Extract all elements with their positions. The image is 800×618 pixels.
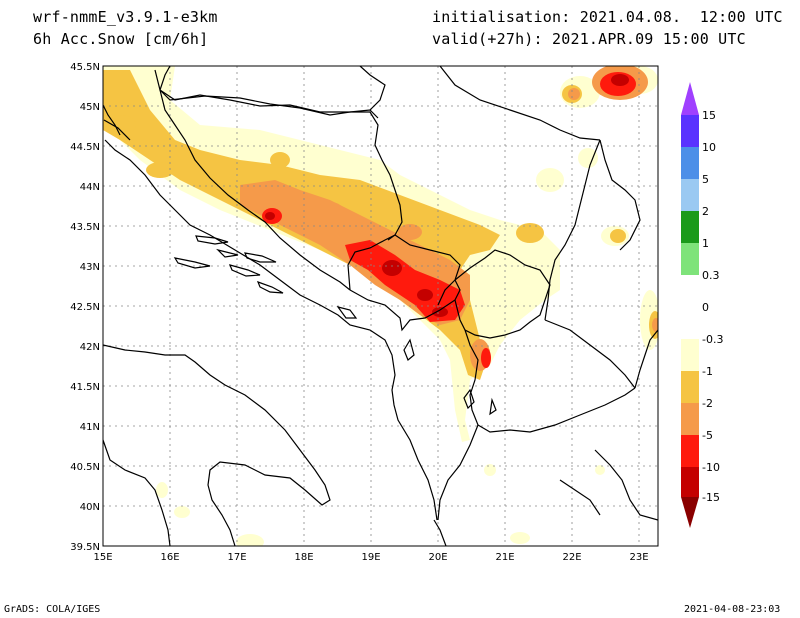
colorbar-label: -1 <box>702 365 713 378</box>
lon-label: 22E <box>562 552 581 563</box>
lat-label: 45N <box>80 102 100 113</box>
lon-label: 15E <box>93 552 112 563</box>
colorbar-swatch <box>681 147 699 179</box>
lon-label: 21E <box>495 552 514 563</box>
colorbar-label: 15 <box>702 109 716 122</box>
colorbar-label: 2 <box>702 205 709 218</box>
lat-labels: 45.5N 45N 44.5N 44N 43.5N 43N 42.5N 42N … <box>70 62 100 553</box>
colorbar-swatch <box>681 339 699 371</box>
lat-label: 42N <box>80 342 100 353</box>
lat-label: 44N <box>80 182 100 193</box>
lat-label: 43.5N <box>70 222 100 233</box>
lon-label: 20E <box>428 552 447 563</box>
colorbar-swatch <box>681 403 699 435</box>
colorbar-labels: 15 10 5 2 1 0.3 0 -0.3 -1 -2 -5 -10 -15 <box>702 109 723 504</box>
lat-label: 45.5N <box>70 62 100 73</box>
country-borders <box>154 66 658 521</box>
lat-label: 39.5N <box>70 542 100 553</box>
lat-label: 41.5N <box>70 382 100 393</box>
lat-label: 44.5N <box>70 142 100 153</box>
map-grid <box>103 66 658 546</box>
footer-timestamp: 2021-04-08-23:03 <box>684 604 781 615</box>
lat-label: 43N <box>80 262 100 273</box>
lon-labels: 15E 16E 17E 18E 19E 20E 21E 22E 23E <box>93 552 648 563</box>
snow-darkred-layer <box>265 74 629 317</box>
colorbar: 15 10 5 2 1 0.3 0 -0.3 -1 -2 -5 -10 -15 <box>681 82 723 528</box>
colorbar-swatch <box>681 467 699 497</box>
footer-credit: GrADS: COLA/IGES <box>4 604 101 615</box>
colorbar-top-arrow <box>681 82 699 115</box>
colorbar-swatch <box>681 435 699 467</box>
colorbar-swatch <box>681 371 699 403</box>
init-time: initialisation: 2021.04.08. 12:00 UTC <box>432 8 783 26</box>
colorbar-label: -2 <box>702 397 713 410</box>
colorbar-label: 0.3 <box>702 269 720 282</box>
colorbar-swatch <box>681 179 699 211</box>
colorbar-label: -10 <box>702 461 720 474</box>
lon-label: 18E <box>294 552 313 563</box>
colorbar-label: -15 <box>702 491 720 504</box>
valid-time: valid(+27h): 2021.APR.09 15:00 UTC <box>432 30 746 48</box>
field-title: 6h Acc.Snow [cm/6h] <box>33 30 209 48</box>
model-title: wrf-nmmE_v3.9.1-e3km <box>33 8 218 26</box>
map-area <box>103 66 658 546</box>
colorbar-swatch <box>681 275 699 339</box>
colorbar-swatch <box>681 115 699 147</box>
colorbar-bottom-arrow <box>681 497 699 528</box>
colorbar-label: -5 <box>702 429 713 442</box>
colorbar-swatch <box>681 211 699 243</box>
colorbar-label: 1 <box>702 237 709 250</box>
colorbar-label: -0.3 <box>702 333 723 346</box>
lon-label: 17E <box>227 552 246 563</box>
coastlines <box>103 104 447 546</box>
map-frame <box>102 65 659 547</box>
lon-label: 16E <box>160 552 179 563</box>
lon-label: 19E <box>361 552 380 563</box>
colorbar-label: 10 <box>702 141 716 154</box>
colorbar-swatch <box>681 243 699 275</box>
lon-label: 23E <box>629 552 648 563</box>
colorbar-label: 0 <box>702 301 709 314</box>
lat-label: 41N <box>80 422 100 433</box>
lat-label: 42.5N <box>70 302 100 313</box>
lat-label: 40.5N <box>70 462 100 473</box>
lat-label: 40N <box>80 502 100 513</box>
colorbar-label: 5 <box>702 173 709 186</box>
